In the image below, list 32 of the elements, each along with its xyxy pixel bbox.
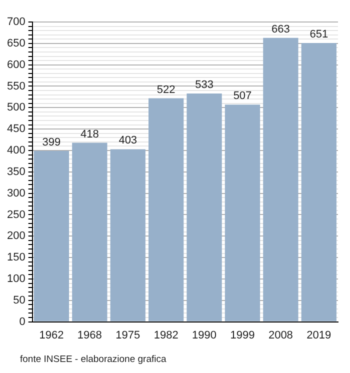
data-label: 522 bbox=[156, 84, 176, 96]
y-tick-label: 600 bbox=[6, 58, 26, 71]
x-tick-label: 1982 bbox=[154, 329, 178, 342]
x-tick-label: 2019 bbox=[306, 329, 332, 342]
y-tick-label: 50 bbox=[13, 294, 26, 306]
source-note: fonte INSEE - elaborazione grafica bbox=[20, 354, 166, 365]
y-tick-label: 300 bbox=[6, 187, 26, 200]
data-label: 418 bbox=[80, 128, 99, 140]
y-tick-label: 650 bbox=[6, 37, 26, 50]
x-tick-label: 1975 bbox=[116, 329, 140, 342]
x-tick-label: 1999 bbox=[230, 329, 255, 342]
y-tick-label: 500 bbox=[6, 102, 26, 114]
x-tick-label: 1968 bbox=[77, 329, 102, 342]
data-label: 663 bbox=[272, 23, 290, 36]
x-tick-label: 1990 bbox=[192, 329, 217, 342]
y-tick-label: 100 bbox=[6, 273, 26, 286]
y-tick-label: 550 bbox=[6, 80, 26, 92]
y-tick-label: 700 bbox=[6, 16, 26, 28]
data-label: 399 bbox=[42, 136, 61, 148]
y-tick-label: 250 bbox=[6, 208, 26, 221]
y-tick-label: 450 bbox=[6, 123, 26, 136]
y-tick-label: 350 bbox=[6, 166, 26, 178]
data-label: 507 bbox=[233, 90, 252, 102]
y-tick-label: 0 bbox=[19, 316, 26, 328]
y-tick-label: 200 bbox=[6, 230, 26, 242]
data-label: 533 bbox=[195, 79, 214, 92]
data-label: 651 bbox=[310, 28, 328, 41]
data-label: 403 bbox=[118, 134, 138, 147]
y-tick-label: 400 bbox=[6, 144, 26, 157]
x-tick-label: 2008 bbox=[268, 329, 293, 342]
y-tick-label: 150 bbox=[6, 252, 26, 264]
x-tick-label: 1962 bbox=[39, 329, 64, 342]
